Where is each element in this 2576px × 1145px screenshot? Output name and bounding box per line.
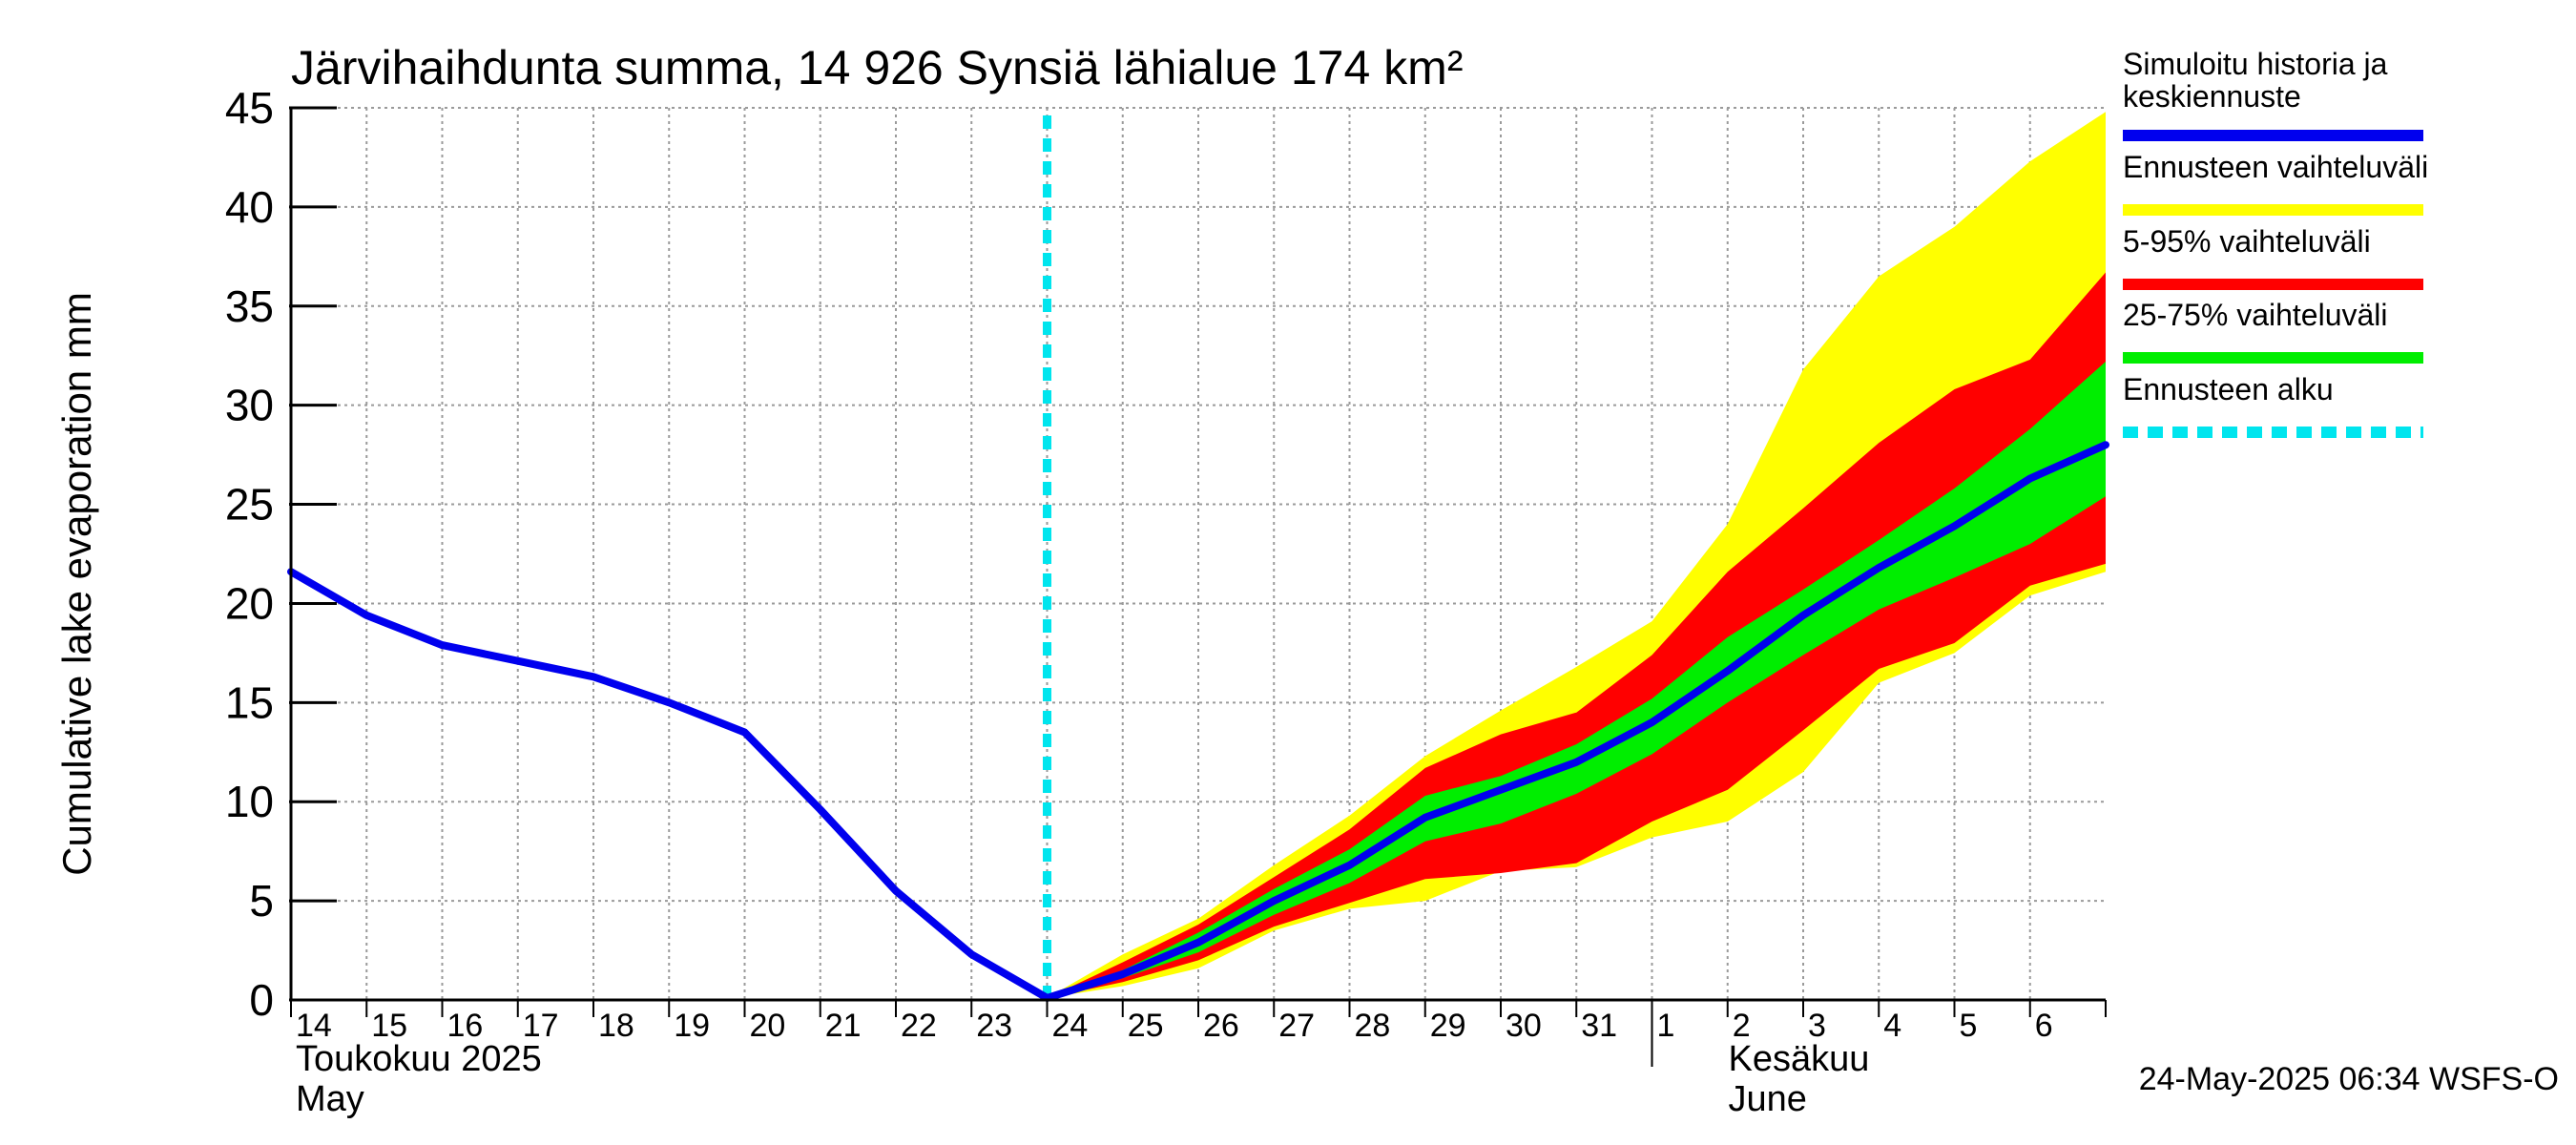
y-tick-label: 5 (249, 876, 274, 926)
x-tick-label: 31 (1581, 1008, 1617, 1044)
legend-label: 5-95% vaihteluväli (2123, 224, 2371, 259)
x-tick-label: 6 (2035, 1008, 2053, 1044)
month-label-fi: Kesäkuu (1729, 1039, 1870, 1079)
month-label-fi: Toukokuu 2025 (296, 1039, 542, 1079)
x-tick-label: 15 (371, 1008, 407, 1044)
x-tick-label: 2 (1733, 1008, 1751, 1044)
x-tick-label: 4 (1883, 1008, 1901, 1044)
y-tick-label: 30 (225, 381, 274, 430)
month-label-en: May (296, 1079, 364, 1119)
x-tick-label: 19 (674, 1008, 710, 1044)
legend-label: 25-75% vaihteluväli (2123, 298, 2388, 332)
x-tick-label: 16 (447, 1008, 484, 1044)
footer-timestamp: 24-May-2025 06:34 WSFS-O (2139, 1061, 2559, 1097)
month-label-en: June (1729, 1079, 1807, 1119)
x-tick-label: 28 (1355, 1008, 1391, 1044)
y-tick-label: 15 (225, 677, 274, 727)
y-tick-label: 45 (225, 83, 274, 133)
y-tick-label: 10 (225, 777, 274, 826)
legend-label: Simuloitu historia ja (2123, 47, 2388, 81)
y-axis-label: Cumulative lake evaporation mm (54, 292, 99, 876)
x-tick-label: 1 (1657, 1008, 1675, 1044)
y-tick-label: 40 (225, 182, 274, 232)
chart-title: Järvihaihdunta summa, 14 926 Synsiä lähi… (291, 41, 1463, 94)
legend-label: Ennusteen alku (2123, 372, 2334, 406)
x-tick-label: 14 (296, 1008, 332, 1044)
y-tick-label: 0 (249, 975, 274, 1025)
x-tick-label: 18 (598, 1008, 634, 1044)
band-5-95-vaihteluv-li (1047, 272, 2106, 998)
x-tick-label: 3 (1808, 1008, 1826, 1044)
x-tick-label: 17 (523, 1008, 559, 1044)
y-tick-label: 35 (225, 281, 274, 331)
y-tick-label: 20 (225, 578, 274, 628)
band-ennusteen-vaihteluv-li (1047, 112, 2106, 998)
legend-label: keskiennuste (2123, 79, 2301, 114)
x-tick-label: 21 (825, 1008, 862, 1044)
x-tick-label: 26 (1203, 1008, 1239, 1044)
x-tick-label: 24 (1052, 1008, 1089, 1044)
x-tick-label: 30 (1506, 1008, 1542, 1044)
x-tick-label: 22 (901, 1008, 937, 1044)
y-tick-label: 25 (225, 480, 274, 530)
legend-label: Ennusteen vaihteluväli (2123, 150, 2428, 184)
x-tick-label: 27 (1278, 1008, 1315, 1044)
x-tick-label: 29 (1430, 1008, 1466, 1044)
x-tick-label: 23 (976, 1008, 1012, 1044)
x-tick-label: 5 (1960, 1008, 1978, 1044)
x-tick-label: 20 (750, 1008, 786, 1044)
x-tick-label: 25 (1128, 1008, 1164, 1044)
mean-series-line (287, 441, 2109, 1002)
